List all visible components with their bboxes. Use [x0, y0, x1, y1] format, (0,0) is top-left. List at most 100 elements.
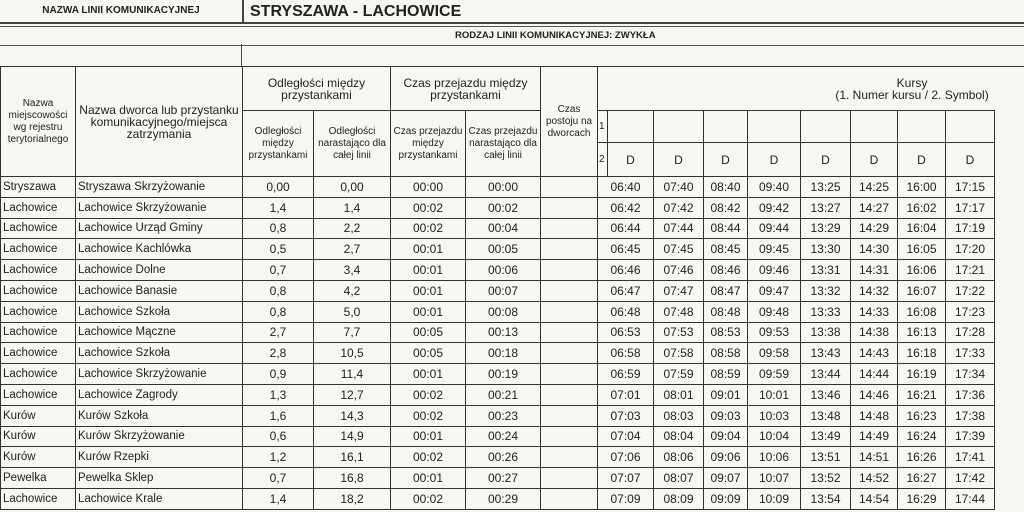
locality-cell: Lachowice: [0, 487, 76, 510]
locality-cell: Lachowice: [0, 342, 76, 365]
stopover-cell: [540, 342, 599, 365]
departure-time: 14:25: [850, 176, 899, 198]
distance-cell: 0,7: [242, 467, 314, 489]
table-row: Lachowice Lachowice Szkoła 2,8 10,5 00:05 00:…: [0, 342, 1024, 365]
departure-time: 07:06: [597, 446, 655, 469]
departure-time: 14:33: [850, 300, 899, 323]
table-row: Lachowice Lachowice Krale 1,4 18,2 00:02 00:2…: [0, 487, 1024, 510]
distance-cum-cell: 16,1: [313, 446, 391, 469]
locality-cell: Stryszawa: [0, 176, 76, 198]
departure-time: 16:05: [897, 238, 947, 261]
course-number-label: 1: [597, 110, 609, 143]
departure-time: 06:53: [597, 321, 655, 344]
distance-cell: 0,9: [242, 363, 314, 385]
departure-time: 16:18: [897, 342, 947, 365]
departure-time: 17:42: [945, 467, 996, 489]
header-stopover: Czas postoju na dworcach: [540, 66, 599, 177]
table-row: Lachowice Lachowice Banasie 0,8 4,2 00:01 00:…: [0, 279, 1024, 302]
course-symbol: D: [653, 142, 705, 177]
course-number: [850, 110, 899, 143]
time-cum-cell: 00:21: [464, 383, 542, 406]
distance-cum-cell: 14,3: [313, 404, 391, 427]
time-cell: 00:02: [390, 383, 466, 406]
departure-time: 07:58: [653, 342, 705, 365]
departure-time: 13:30: [800, 238, 852, 261]
locality-cell: Lachowice: [0, 383, 76, 406]
table-row: Lachowice Lachowice Dolne 0,7 3,4 00:01 00:06…: [0, 259, 1024, 281]
stop-cell: Lachowice Mączne: [75, 321, 243, 344]
departure-time: 16:08: [897, 300, 947, 323]
distance-cell: 1,3: [242, 383, 314, 406]
blank-cell: [995, 426, 1024, 447]
time-cum-cell: 00:26: [464, 446, 542, 469]
departure-time: 07:53: [653, 321, 705, 344]
stopover-cell: [540, 383, 599, 406]
header-time-cum: Czas przejazdu narastająco dla całej lin…: [464, 110, 542, 177]
departure-time: 08:01: [653, 383, 705, 406]
distance-cum-cell: 16,8: [313, 467, 391, 489]
departure-time: 17:38: [945, 404, 996, 427]
locality-cell: Lachowice: [0, 300, 76, 323]
stop-cell: Lachowice Urząd Gminy: [75, 217, 243, 240]
locality-cell: Lachowice: [0, 217, 76, 240]
departure-time: 06:46: [597, 259, 655, 281]
table-row: Kurów Kurów Rzepki 1,2 16,1 00:02 00:26 07:06 0…: [0, 446, 1024, 469]
departure-time: 06:45: [597, 238, 655, 261]
departure-time: 06:42: [597, 196, 655, 219]
departure-time: 17:19: [945, 217, 996, 240]
departure-time: 17:17: [945, 196, 996, 219]
blank-cell: [995, 447, 1024, 468]
departure-time: 07:40: [653, 176, 705, 198]
blank-cell: [995, 322, 1024, 343]
stop-cell: Lachowice Szkoła: [75, 342, 243, 365]
stop-cell: Lachowice Zagrody: [75, 383, 243, 406]
course-symbol: D: [607, 142, 655, 177]
course-symbol: D: [897, 142, 947, 177]
departure-time: 10:07: [747, 467, 802, 489]
locality-cell: Pewelka: [0, 467, 76, 489]
course-symbol-label: 2: [597, 142, 609, 177]
time-cell: 00:02: [390, 487, 466, 510]
departure-time: 08:58: [703, 342, 749, 365]
stop-cell: Lachowice Szkoła: [75, 300, 243, 323]
blank-cell: [995, 384, 1024, 405]
blank-cell: [995, 111, 1024, 143]
locality-cell: Lachowice: [0, 196, 76, 219]
departure-time: 13:51: [800, 446, 852, 469]
departure-time: 13:44: [800, 363, 852, 385]
departure-time: 08:44: [703, 217, 749, 240]
stop-cell: Kurów Skrzyżowanie: [75, 425, 243, 448]
departure-time: 14:44: [850, 363, 899, 385]
course-symbol: D: [800, 142, 852, 177]
locality-cell: Kurów: [0, 404, 76, 427]
departure-time: 17:21: [945, 259, 996, 281]
departure-time: 17:33: [945, 342, 996, 365]
departure-time: 17:34: [945, 363, 996, 385]
stop-cell: Kurów Rzepki: [75, 446, 243, 469]
locality-cell: Kurów: [0, 425, 76, 448]
stopover-cell: [540, 321, 599, 344]
locality-cell: Lachowice: [0, 321, 76, 344]
departure-time: 16:27: [897, 467, 947, 489]
header-courses: Kursy (1. Numer kursu / 2. Symbol): [597, 66, 1024, 111]
table-row: Lachowice Lachowice Szkoła 0,8 5,0 00:01 00:0…: [0, 300, 1024, 323]
departure-time: 09:42: [747, 196, 802, 219]
departure-time: 09:06: [703, 446, 749, 469]
distance-cell: 2,7: [242, 321, 314, 344]
departure-time: 14:52: [850, 467, 899, 489]
departure-time: 09:59: [747, 363, 802, 385]
blank-cell: [995, 218, 1024, 239]
line-type: RODZAJ LINII KOMUNIKACYJNEJ: ZWYKŁA: [455, 30, 656, 41]
table-row: Lachowice Lachowice Skrzyżowanie 1,4 1,4 00:…: [0, 196, 1024, 219]
time-cum-cell: 00:29: [464, 487, 542, 510]
departure-time: 17:41: [945, 446, 996, 469]
departure-time: 09:40: [747, 176, 802, 198]
departure-time: 13:29: [800, 217, 852, 240]
departure-time: 13:38: [800, 321, 852, 344]
stop-cell: Pewelka Sklep: [75, 467, 243, 489]
time-cum-cell: 00:06: [464, 259, 542, 281]
divider: [241, 44, 242, 66]
distance-cell: 2,8: [242, 342, 314, 365]
departure-time: 08:07: [653, 467, 705, 489]
departure-time: 14:30: [850, 238, 899, 261]
